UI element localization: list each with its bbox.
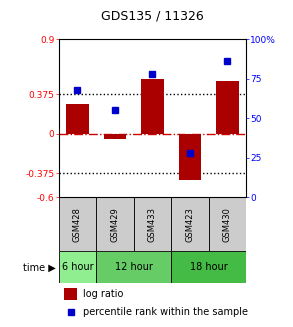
Bar (96, 197, 134, 251)
Text: 6 hour: 6 hour (62, 263, 93, 272)
Text: GSM423: GSM423 (185, 207, 194, 242)
Text: GSM430: GSM430 (223, 207, 232, 242)
Text: 12 hour: 12 hour (115, 263, 153, 272)
Bar (171, 197, 209, 251)
Bar (179, 134, 201, 180)
Bar (96, 251, 171, 284)
Bar (209, 197, 246, 251)
Bar (104, 134, 126, 139)
Text: log ratio: log ratio (83, 289, 123, 299)
Text: percentile rank within the sample: percentile rank within the sample (83, 307, 248, 317)
Bar (171, 251, 246, 284)
Bar (134, 197, 171, 251)
Bar (141, 79, 163, 134)
Bar (66, 105, 88, 134)
Bar (59, 251, 96, 284)
Text: GSM433: GSM433 (148, 207, 157, 242)
Text: time ▶: time ▶ (23, 263, 56, 272)
Bar (216, 81, 239, 134)
Text: GDS135 / 11326: GDS135 / 11326 (101, 10, 204, 23)
Text: GSM428: GSM428 (73, 207, 82, 242)
Bar (59, 197, 96, 251)
Text: GSM429: GSM429 (110, 207, 119, 242)
Text: 18 hour: 18 hour (190, 263, 227, 272)
Bar (64, 288, 77, 300)
